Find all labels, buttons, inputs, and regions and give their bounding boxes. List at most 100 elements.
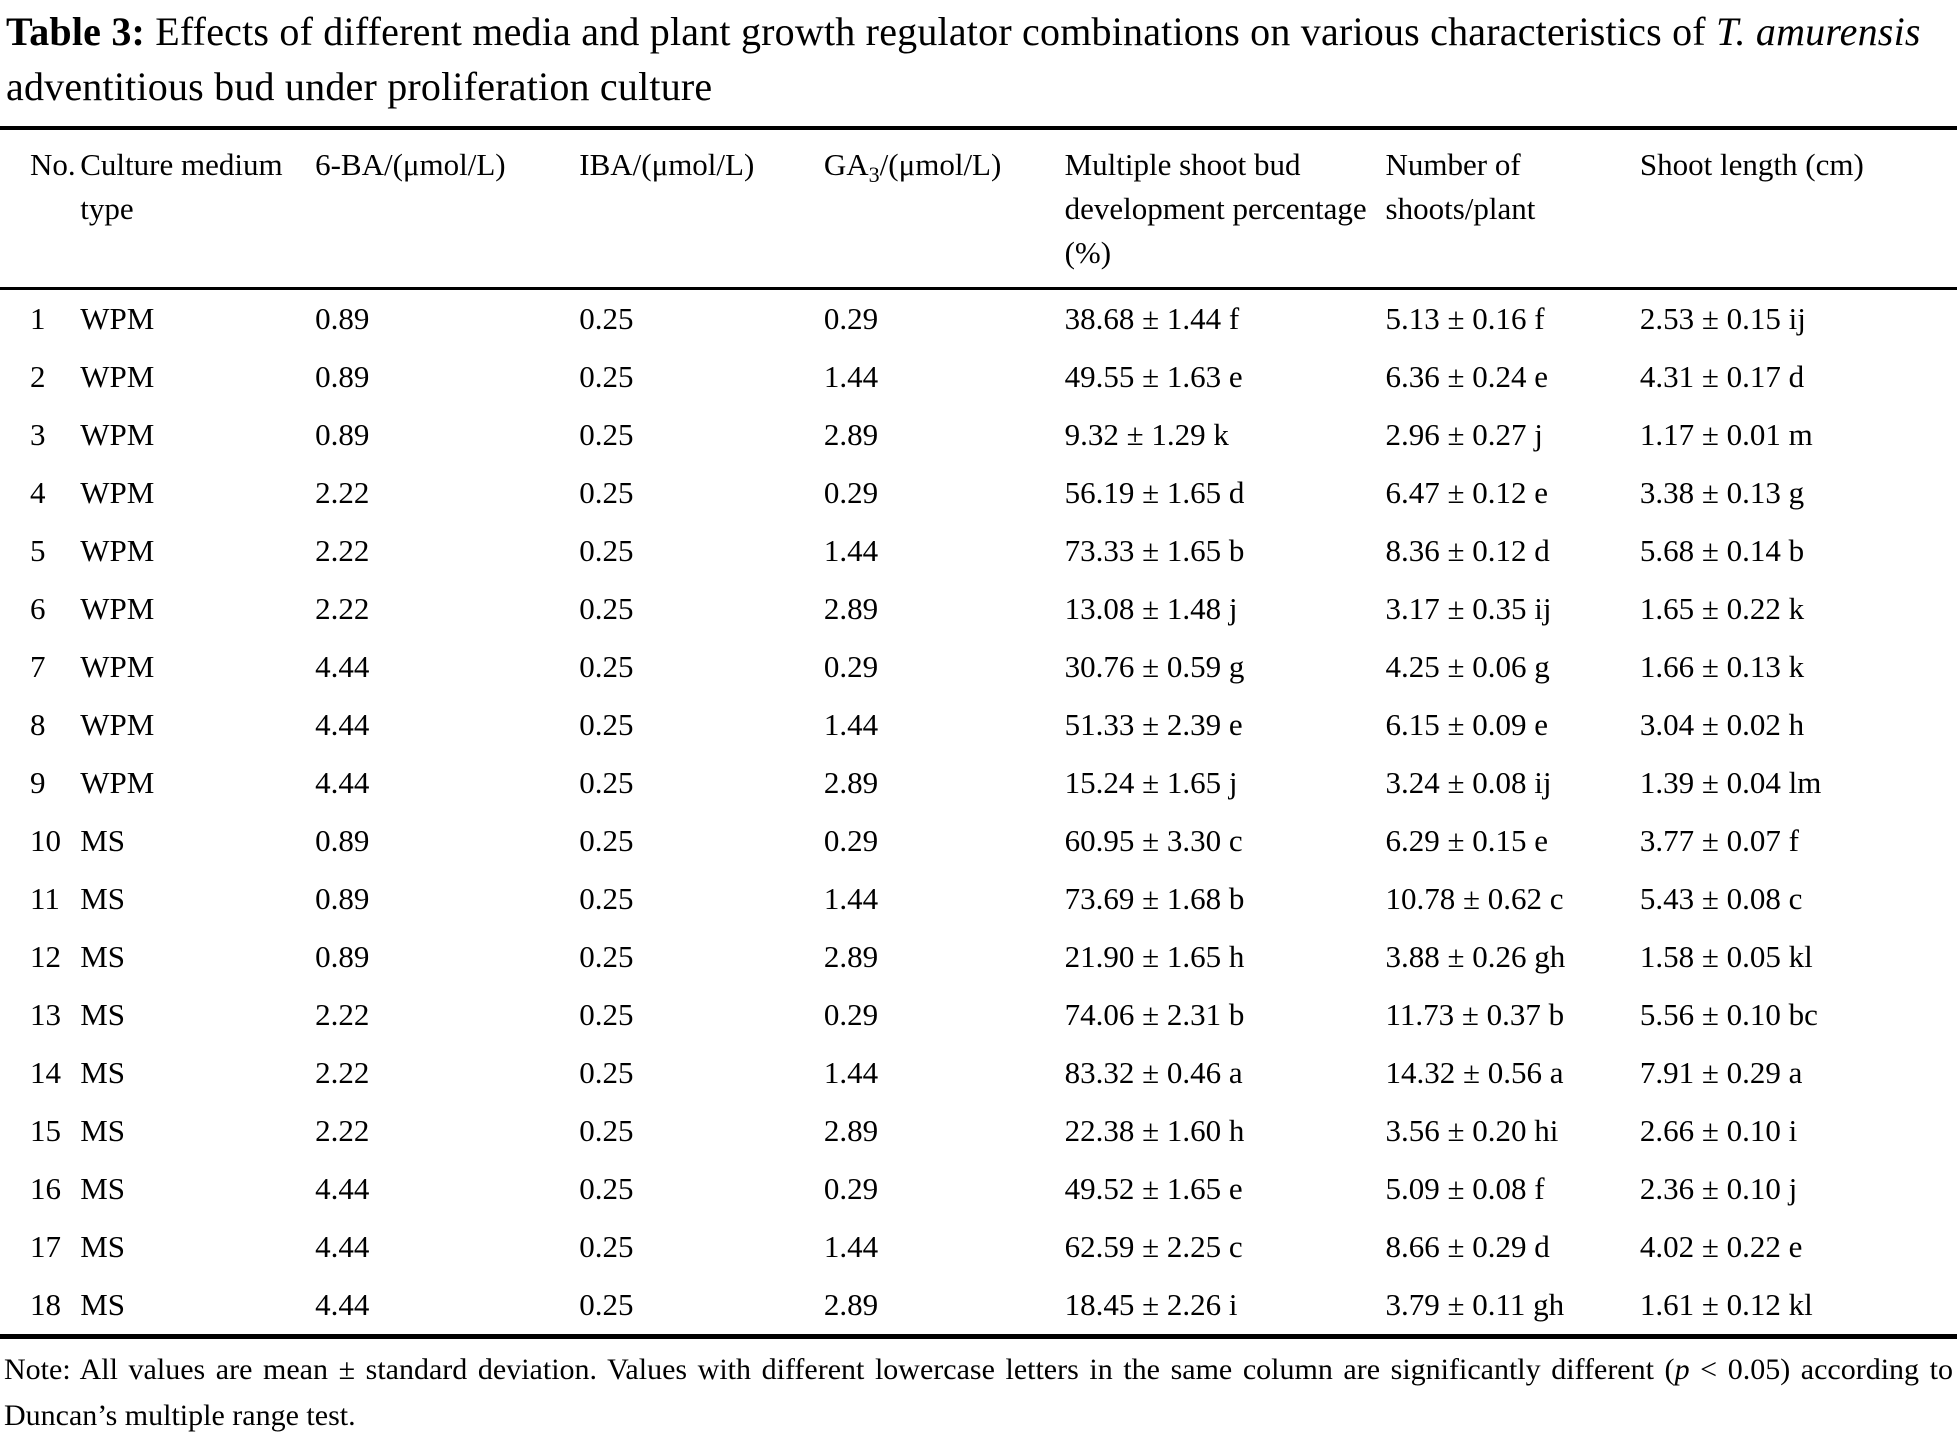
cell-multiple-shoot-bud-percentage: 21.90 ± 1.65 h	[1064, 939, 1245, 974]
cell-ga3-concentration: 2.89	[823, 417, 879, 452]
cell-iba-concentration: 0.25	[579, 301, 634, 336]
cell-ga3-concentration: 1.44	[823, 1229, 879, 1264]
table-row: 2 WPM 0.89 0.25 1.44 49.55 ± 1.63 e 6.36 ± 0.2…	[0, 348, 1957, 406]
cell-no: 2	[30, 359, 46, 394]
column-header-shoots-per-plant: Number of shoots/plant	[1385, 147, 1536, 226]
cell-shoot-length: 3.04 ± 0.02 h	[1639, 707, 1805, 742]
cell-shoots-per-plant: 5.13 ± 0.16 f	[1385, 301, 1545, 336]
cell-shoots-per-plant: 5.09 ± 0.08 f	[1385, 1171, 1545, 1206]
cell-no: 6	[30, 591, 46, 626]
cell-shoots-per-plant: 10.78 ± 0.62 c	[1385, 881, 1564, 916]
cell-ga3-concentration: 1.44	[823, 881, 879, 916]
cell-culture-medium-type: MS	[80, 1171, 126, 1206]
cell-no: 10	[30, 823, 61, 858]
cell-no: 17	[30, 1229, 61, 1264]
cell-iba-concentration: 0.25	[579, 417, 634, 452]
cell-shoot-length: 3.77 ± 0.07 f	[1639, 823, 1800, 858]
cell-no: 9	[30, 765, 46, 800]
cell-6ba-concentration: 2.22	[315, 533, 370, 568]
column-header-multiple-shoot-bud-percentage: Multiple shoot bud development percentag…	[1064, 147, 1367, 270]
cell-shoot-length: 1.39 ± 0.04 lm	[1639, 765, 1822, 800]
table-row: 14 MS 2.22 0.25 1.44 83.32 ± 0.46 a 14.32 ± 0.…	[0, 1044, 1957, 1102]
cell-ga3-concentration: 1.44	[823, 359, 879, 394]
cell-multiple-shoot-bud-percentage: 83.32 ± 0.46 a	[1064, 1055, 1243, 1090]
cell-culture-medium-type: MS	[80, 939, 126, 974]
cell-culture-medium-type: WPM	[80, 301, 155, 336]
cell-no: 4	[30, 475, 46, 510]
cell-multiple-shoot-bud-percentage: 49.55 ± 1.63 e	[1064, 359, 1243, 394]
cell-shoot-length: 5.43 ± 0.08 c	[1639, 881, 1803, 916]
cell-shoot-length: 1.65 ± 0.22 k	[1639, 591, 1805, 626]
cell-no: 15	[30, 1113, 61, 1148]
cell-shoot-length: 4.02 ± 0.22 e	[1639, 1229, 1803, 1264]
cell-6ba-concentration: 0.89	[315, 881, 370, 916]
cell-6ba-concentration: 4.44	[315, 649, 370, 684]
cell-culture-medium-type: WPM	[80, 533, 155, 568]
cell-shoots-per-plant: 6.36 ± 0.24 e	[1385, 359, 1549, 394]
cell-6ba-concentration: 4.44	[315, 707, 370, 742]
footnote-text: Note: All values are mean ± standard dev…	[4, 1353, 1675, 1386]
table-row: 1 WPM 0.89 0.25 0.29 38.68 ± 1.44 f 5.13 ± 0.1…	[0, 289, 1957, 349]
table-row: 4 WPM 2.22 0.25 0.29 56.19 ± 1.65 d 6.47 ± 0.1…	[0, 464, 1957, 522]
cell-multiple-shoot-bud-percentage: 73.33 ± 1.65 b	[1064, 533, 1245, 568]
table-row: 3 WPM 0.89 0.25 2.89 9.32 ± 1.29 k 2.96 ± 0.27…	[0, 406, 1957, 464]
cell-shoot-length: 3.38 ± 0.13 g	[1639, 475, 1805, 510]
cell-multiple-shoot-bud-percentage: 49.52 ± 1.65 e	[1064, 1171, 1243, 1206]
cell-multiple-shoot-bud-percentage: 62.59 ± 2.25 c	[1064, 1229, 1243, 1264]
cell-shoots-per-plant: 3.79 ± 0.11 gh	[1385, 1287, 1565, 1322]
cell-iba-concentration: 0.25	[579, 707, 634, 742]
cell-shoot-length: 4.31 ± 0.17 d	[1639, 359, 1805, 394]
table-row: 13 MS 2.22 0.25 0.29 74.06 ± 2.31 b 11.73 ± 0.…	[0, 986, 1957, 1044]
table-footnote: Note: All values are mean ± standard dev…	[0, 1339, 1957, 1439]
table-caption-text-end: adventitious bud under proliferation cul…	[6, 64, 713, 109]
cell-culture-medium-type: MS	[80, 1287, 126, 1322]
cell-shoot-length: 1.58 ± 0.05 kl	[1639, 939, 1813, 974]
cell-ga3-concentration: 2.89	[823, 591, 879, 626]
cell-shoots-per-plant: 6.29 ± 0.15 e	[1385, 823, 1549, 858]
cell-iba-concentration: 0.25	[579, 881, 634, 916]
cell-shoots-per-plant: 3.56 ± 0.20 hi	[1385, 1113, 1559, 1148]
cell-multiple-shoot-bud-percentage: 22.38 ± 1.60 h	[1064, 1113, 1245, 1148]
cell-iba-concentration: 0.25	[579, 1287, 634, 1322]
cell-no: 8	[30, 707, 46, 742]
cell-shoots-per-plant: 3.88 ± 0.26 gh	[1385, 939, 1566, 974]
cell-multiple-shoot-bud-percentage: 60.95 ± 3.30 c	[1064, 823, 1243, 858]
cell-shoots-per-plant: 2.96 ± 0.27 j	[1385, 417, 1543, 452]
species-name: T. amurensis	[1716, 9, 1921, 54]
column-header-6ba-concentration: 6-BA/(μmol/L)	[315, 147, 506, 182]
cell-iba-concentration: 0.25	[579, 649, 634, 684]
cell-no: 11	[30, 881, 60, 916]
cell-6ba-concentration: 4.44	[315, 1171, 370, 1206]
table-row: 10 MS 0.89 0.25 0.29 60.95 ± 3.30 c 6.29 ± 0.1…	[0, 812, 1957, 870]
column-header-ga3-concentration: GA3/(μmol/L)	[823, 147, 1002, 188]
cell-no: 12	[30, 939, 61, 974]
cell-iba-concentration: 0.25	[579, 997, 634, 1032]
cell-ga3-concentration: 1.44	[823, 707, 879, 742]
cell-multiple-shoot-bud-percentage: 15.24 ± 1.65 j	[1064, 765, 1238, 800]
cell-culture-medium-type: WPM	[80, 359, 155, 394]
cell-no: 18	[30, 1287, 61, 1322]
cell-6ba-concentration: 4.44	[315, 1287, 370, 1322]
cell-6ba-concentration: 2.22	[315, 1113, 370, 1148]
cell-ga3-concentration: 0.29	[823, 301, 879, 336]
table-row: 17 MS 4.44 0.25 1.44 62.59 ± 2.25 c 8.66 ± 0.2…	[0, 1218, 1957, 1276]
cell-culture-medium-type: MS	[80, 823, 126, 858]
cell-iba-concentration: 0.25	[579, 475, 634, 510]
cell-ga3-concentration: 0.29	[823, 997, 879, 1032]
cell-culture-medium-type: MS	[80, 881, 126, 916]
cell-ga3-concentration: 0.29	[823, 475, 879, 510]
cell-culture-medium-type: MS	[80, 1113, 126, 1148]
cell-iba-concentration: 0.25	[579, 533, 634, 568]
cell-6ba-concentration: 0.89	[315, 359, 370, 394]
cell-culture-medium-type: WPM	[80, 707, 155, 742]
cell-shoot-length: 7.91 ± 0.29 a	[1639, 1055, 1803, 1090]
cell-shoot-length: 1.66 ± 0.13 k	[1639, 649, 1805, 684]
cell-shoots-per-plant: 3.24 ± 0.08 ij	[1385, 765, 1552, 800]
cell-no: 1	[30, 301, 46, 336]
cell-6ba-concentration: 0.89	[315, 301, 370, 336]
cell-culture-medium-type: WPM	[80, 475, 155, 510]
cell-culture-medium-type: WPM	[80, 765, 155, 800]
cell-shoots-per-plant: 6.47 ± 0.12 e	[1385, 475, 1549, 510]
cell-shoots-per-plant: 8.66 ± 0.29 d	[1385, 1229, 1550, 1264]
column-header-culture-medium-type: Culture medium type	[80, 147, 283, 226]
